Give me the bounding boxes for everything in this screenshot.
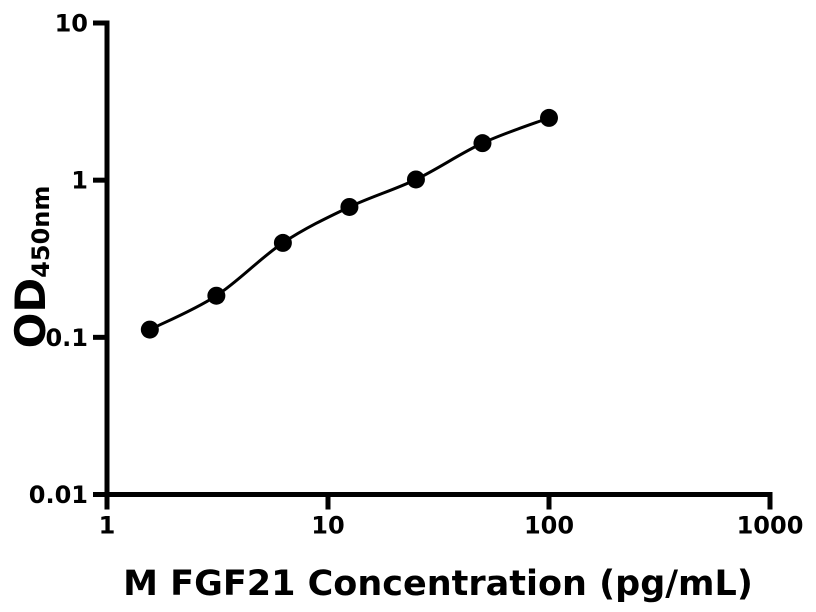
data-point: [473, 134, 492, 153]
y-tick-label: 1: [71, 167, 88, 195]
data-point: [207, 286, 226, 305]
data-point: [406, 170, 425, 189]
y-axis-ticks: 0.01 0.1 1 10: [29, 10, 107, 509]
y-tick-label: 10: [55, 10, 88, 38]
y-axis-title-subscript: 450nm: [27, 186, 55, 278]
y-axis-title-main: OD: [6, 278, 55, 349]
data-point: [140, 320, 159, 339]
x-tick-label: 1: [99, 512, 116, 540]
x-tick-label: 1000: [737, 512, 804, 540]
data-point: [273, 233, 292, 252]
y-tick-label: 0.1: [45, 324, 88, 352]
y-axis-title: OD450nm: [6, 186, 55, 349]
data-point: [540, 108, 558, 127]
x-axis-ticks: 1 10 100 1000: [99, 494, 804, 540]
y-tick-label: 0.01: [29, 481, 88, 509]
x-tick-label: 10: [311, 512, 344, 540]
x-axis-title: M FGF21 Concentration (pg/mL): [123, 564, 753, 604]
data-point: [340, 197, 359, 216]
data-series: [140, 108, 558, 339]
x-tick-label: 100: [524, 512, 574, 540]
